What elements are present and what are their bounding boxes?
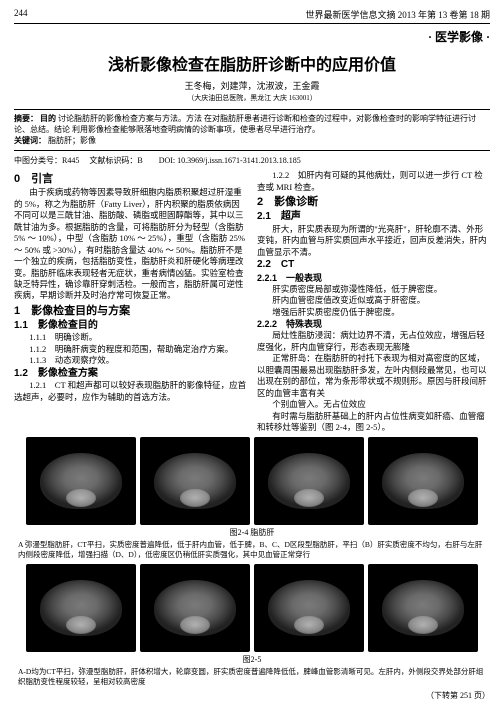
ct-image xyxy=(254,437,364,525)
section-21-title: 2.1 超声 xyxy=(257,210,490,224)
journal-name: 世界最新医学信息文摘 2013 年第 13 卷第 18 期 xyxy=(305,8,490,21)
section-0-para: 由于疾病或药物等因素导致肝细胞内脂质积聚超过肝湿重的 5%，称之为脂肪肝（Fat… xyxy=(14,187,247,302)
keywords-text: 脂肪肝；影像 xyxy=(48,136,96,145)
figure-24-caption: 图2-4 脂肪肝 xyxy=(14,527,490,538)
ct-image xyxy=(368,437,478,525)
abstract-box: 摘要： 目的 讨论脂肪肝的影像检查方案与方法。方法 在对脂肪肝患者进行诊断和检查… xyxy=(14,109,490,151)
figure-24-row xyxy=(14,437,490,525)
item-222p1: 正常肝岛：在脂肪肝的衬托下表现为相对高密度的区域，以胆囊周围最易出现脂肪肝多发，… xyxy=(257,353,490,399)
classification-line: 中图分类号：R445 文献标识码：B DOI: 10.3969/j.issn.1… xyxy=(14,155,490,166)
section-11-title: 1.1 影像检查目的 xyxy=(14,319,247,333)
ct-image xyxy=(254,564,364,652)
figure-25-desc: A-D均为CT平扫，弥漫型脂肪肝，肝体积增大，轮廓变圆，肝实质密度普遍降降低低，… xyxy=(18,667,486,687)
section-21-para: 肝大，肝实质表现为所谓的"光亮肝"，肝轮廓不清、外形变钝，肝内血管与肝实质回声水… xyxy=(257,224,490,258)
figure-25-row xyxy=(14,564,490,652)
ct-image xyxy=(368,564,478,652)
page-number: 244 xyxy=(14,8,28,21)
abstract-text: 讨论脂肪肝的影像检查方案与方法。方法 在对脂肪肝患者进行诊断和检查的过程中，对影… xyxy=(14,114,476,134)
item-221a: 肝实质密度局部或弥漫性降低，低于脾密度。 xyxy=(257,284,490,295)
section-222-title: 2.2.2 特殊表现 xyxy=(257,318,490,330)
article-title: 浅析影像检查在脂肪肝诊断中的应用价值 xyxy=(14,51,490,75)
section-12-title: 1.2 影像检查方案 xyxy=(14,367,247,381)
ct-image xyxy=(26,564,136,652)
ct-image xyxy=(26,437,136,525)
doc-code: 文献标识码：B xyxy=(89,156,142,165)
item-111: 1.1.1 明确诊断。 xyxy=(14,332,247,343)
item-122: 1.2.2 如肝内有可疑的其他病灶，则可以进一步行 CT 检查或 MRI 检查。 xyxy=(257,170,490,193)
section-1-title: 1 影像检查目的与方案 xyxy=(14,304,247,319)
left-column: 0 引言 由于疾病或药物等因素导致肝细胞内脂质积聚超过肝湿重的 5%，称之为脂肪… xyxy=(14,170,247,433)
body-columns: 0 引言 由于疾病或药物等因素导致肝细胞内脂质积聚超过肝湿重的 5%，称之为脂肪… xyxy=(14,170,490,433)
affiliation: （大庆油田总医院，黑龙江 大庆 163001） xyxy=(14,93,490,103)
section-0-title: 0 引言 xyxy=(14,172,247,187)
clc: 中图分类号：R445 xyxy=(14,156,79,165)
item-112: 1.1.2 明确肝病变的程度和范围，帮助确定治疗方案。 xyxy=(14,344,247,355)
section-221-title: 2.2.1 一般表现 xyxy=(257,272,490,284)
section-tag: · 医学影像 · xyxy=(14,28,490,45)
ct-image xyxy=(140,437,250,525)
item-221c: 增强后肝实质密度仍低于脾密度。 xyxy=(257,307,490,318)
item-222a: 局灶性脂肪浸润：病灶边界不清，无占位效应，增强后轻度强化，肝内血管穿行，形态表现… xyxy=(257,330,490,353)
right-column: 1.2.2 如肝内有可疑的其他病灶，则可以进一步行 CT 检查或 MRI 检查。… xyxy=(257,170,490,433)
section-2-title: 2 影像诊断 xyxy=(257,195,490,210)
doi: DOI: 10.3969/j.issn.1671-3141.2013.18.18… xyxy=(159,156,301,165)
section-22-title: 2.2 CT xyxy=(257,258,490,272)
abstract-label: 摘要： xyxy=(14,114,38,123)
keywords-label: 关键词： xyxy=(14,136,46,145)
authors: 王冬梅，刘建萍，沈淑波，王金霞 xyxy=(14,79,490,92)
item-121: 1.2.1 CT 和超声都可以较好表现脂肪肝的影像特征，应首选超声，必要时，应作… xyxy=(14,380,247,403)
item-222p3: 有时需与脂肪肝基础上的肝内占位性病变如肝癌、血管瘤和转移灶等鉴别（图 2-4，图… xyxy=(257,411,490,434)
figure-25-caption: 图2-5 xyxy=(14,654,490,665)
page-header: 244 世界最新医学信息文摘 2013 年第 13 卷第 18 期 xyxy=(14,8,490,24)
ct-image xyxy=(140,564,250,652)
figure-24-desc: A 弥漫型脂肪肝，CT平扫，实质密度普遍降低，低于肝内血管，低于脾，B、C、D区… xyxy=(18,540,486,560)
item-222p2: 个别血管入。无占位效应 xyxy=(257,399,490,410)
abstract-objective: 目的 xyxy=(40,114,56,123)
item-221b: 肝内血管密度值改变近似或高于肝密度。 xyxy=(257,295,490,306)
item-113: 1.1.3 动态观察疗效。 xyxy=(14,355,247,366)
